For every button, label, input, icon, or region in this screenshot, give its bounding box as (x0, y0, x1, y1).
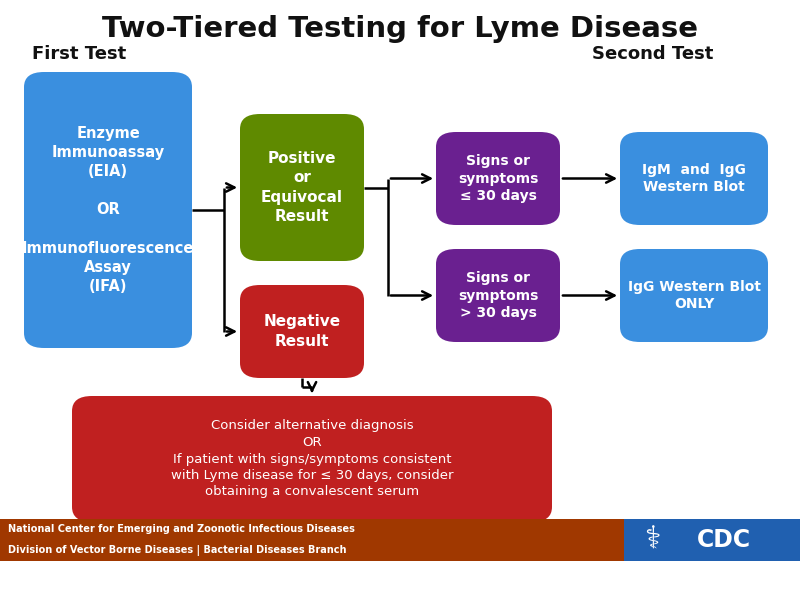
Text: Negative
Result: Negative Result (263, 314, 341, 349)
Text: IgM  and  IgG
Western Blot: IgM and IgG Western Blot (642, 163, 746, 194)
FancyBboxPatch shape (436, 249, 560, 342)
Text: Signs or
symptoms
> 30 days: Signs or symptoms > 30 days (458, 271, 538, 320)
Text: Signs or
symptoms
≤ 30 days: Signs or symptoms ≤ 30 days (458, 154, 538, 203)
Text: National Center for Emerging and Zoonotic Infectious Diseases: National Center for Emerging and Zoonoti… (8, 524, 355, 535)
FancyBboxPatch shape (72, 396, 552, 522)
Text: Positive
or
Equivocal
Result: Positive or Equivocal Result (261, 151, 343, 224)
Text: Division of Vector Borne Diseases | Bacterial Diseases Branch: Division of Vector Borne Diseases | Bact… (8, 545, 346, 556)
Text: Consider alternative diagnosis
OR
If patient with signs/symptoms consistent
with: Consider alternative diagnosis OR If pat… (170, 419, 454, 499)
FancyBboxPatch shape (24, 72, 192, 348)
Text: Two-Tiered Testing for Lyme Disease: Two-Tiered Testing for Lyme Disease (102, 15, 698, 43)
FancyBboxPatch shape (624, 519, 800, 561)
FancyBboxPatch shape (240, 114, 364, 261)
Text: IgG Western Blot
ONLY: IgG Western Blot ONLY (627, 280, 761, 311)
FancyBboxPatch shape (436, 132, 560, 225)
FancyBboxPatch shape (620, 132, 768, 225)
Text: Second Test: Second Test (592, 45, 714, 63)
Text: CDC: CDC (697, 528, 751, 552)
FancyBboxPatch shape (0, 519, 624, 540)
FancyBboxPatch shape (620, 249, 768, 342)
FancyBboxPatch shape (240, 285, 364, 378)
Text: First Test: First Test (32, 45, 126, 63)
FancyBboxPatch shape (0, 540, 624, 561)
Text: ⚕: ⚕ (644, 526, 660, 554)
Text: Enzyme
Immunoassay
(EIA)

OR

Immunofluorescence
Assay
(IFA): Enzyme Immunoassay (EIA) OR Immunofluore… (22, 125, 194, 294)
